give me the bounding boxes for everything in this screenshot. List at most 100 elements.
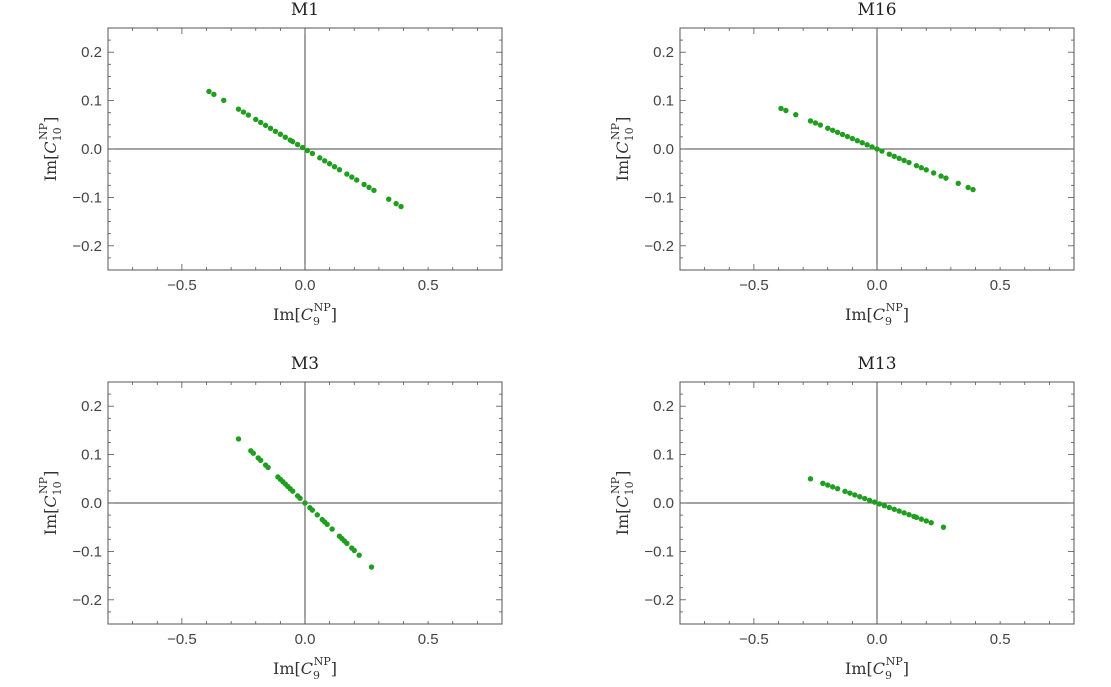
data-point <box>282 134 288 140</box>
data-point <box>302 500 308 506</box>
x-tick-label: 0.0 <box>295 277 316 294</box>
data-point <box>871 499 878 505</box>
data-point <box>940 524 947 530</box>
data-point <box>896 508 902 514</box>
y-tick-label: −0.1 <box>72 189 102 206</box>
x-axis-label: Im[C9NP] <box>273 655 337 682</box>
data-point <box>309 507 316 513</box>
data-point <box>859 140 865 146</box>
data-point <box>834 485 841 492</box>
data-point <box>901 510 907 516</box>
panel-m1: −0.5 0.0 0.5 −0.2 −0.1 0.0 0.1 0.2 M1 Im[C9NP] Im[… <box>37 0 503 328</box>
data-point <box>842 488 848 495</box>
data-point <box>918 516 925 522</box>
x-tick-label: −0.5 <box>167 631 197 648</box>
y-tick-label: 0.1 <box>81 447 102 464</box>
data-point <box>253 116 259 123</box>
y-tick-label: 0.0 <box>653 141 674 158</box>
data-point <box>361 181 367 188</box>
y-tick-label: 0.2 <box>81 398 102 415</box>
data-point <box>344 171 350 177</box>
data-point <box>349 174 355 180</box>
data-point <box>817 122 824 128</box>
x-tick-label: 0.0 <box>867 631 888 648</box>
data-point <box>299 144 306 151</box>
y-tick-label: −0.2 <box>644 238 674 255</box>
data-point <box>240 109 247 115</box>
y-tick-label: 0.0 <box>653 495 674 512</box>
data-point <box>834 129 841 136</box>
data-point <box>854 137 860 144</box>
data-point <box>923 167 929 173</box>
data-point <box>829 484 836 490</box>
x-tick-label: 0.5 <box>418 631 439 648</box>
data-point <box>928 519 934 526</box>
data-point <box>852 492 858 498</box>
data-point <box>294 141 301 148</box>
x-tick-label: −0.5 <box>739 631 769 648</box>
y-tick-label: −0.1 <box>644 543 674 560</box>
data-point <box>211 91 217 98</box>
panel-m16: −0.5 0.0 0.5 −0.2 −0.1 0.0 0.1 0.2 M16 Im[C9NP] Im… <box>609 0 1075 328</box>
data-point <box>304 147 311 154</box>
data-point <box>881 502 888 509</box>
data-point <box>356 552 362 558</box>
data-point <box>371 187 377 194</box>
data-point <box>265 464 271 471</box>
data-point <box>820 480 826 487</box>
y-tick-label: 0.1 <box>653 447 674 464</box>
data-point <box>965 184 971 191</box>
data-point <box>331 164 338 170</box>
x-tick-label: 0.5 <box>990 631 1011 648</box>
data-point <box>825 482 831 488</box>
data-point <box>793 111 799 118</box>
data-point <box>847 490 853 496</box>
x-tick-label: 0.0 <box>295 631 316 648</box>
data-point <box>886 151 893 157</box>
data-point <box>876 501 883 507</box>
data-point <box>923 518 929 524</box>
data-point <box>386 196 392 202</box>
data-point <box>289 488 296 494</box>
data-point <box>906 511 912 518</box>
data-point <box>896 155 902 162</box>
data-point <box>891 506 897 512</box>
panel-m3: −0.5 0.0 0.5 −0.2 −0.1 0.0 0.1 0.2 M3 Im[C9NP] Im[… <box>37 354 503 682</box>
x-axis-label: Im[C9NP] <box>845 301 909 328</box>
data-point <box>324 521 330 528</box>
data-point <box>874 146 880 152</box>
data-point <box>938 173 944 179</box>
data-point <box>257 119 264 126</box>
data-point <box>206 88 212 95</box>
y-axis-label: Im[C10NP] <box>37 471 64 536</box>
data-point <box>829 127 836 133</box>
data-point <box>807 476 814 482</box>
data-point <box>857 494 863 500</box>
data-point <box>257 457 264 464</box>
y-tick-label: 0.2 <box>81 44 102 61</box>
data-point <box>262 122 269 129</box>
data-point <box>913 514 920 521</box>
x-tick-label: 0.5 <box>990 277 1011 294</box>
x-tick-label: 0.5 <box>418 277 439 294</box>
data-point <box>844 133 851 140</box>
x-axis-label: Im[C9NP] <box>845 655 909 682</box>
data-point <box>943 175 949 181</box>
data-point <box>839 131 846 138</box>
y-tick-label: 0.0 <box>81 141 102 158</box>
data-point <box>344 540 350 547</box>
data-point <box>866 497 873 504</box>
data-point <box>970 186 976 193</box>
y-tick-label: 0.2 <box>653 44 674 61</box>
data-point <box>930 170 937 176</box>
data-point <box>354 177 360 183</box>
chart-title: M3 <box>291 354 319 374</box>
y-tick-label: −0.2 <box>644 592 674 609</box>
data-point <box>297 495 303 501</box>
y-tick-label: −0.2 <box>72 238 102 255</box>
data-point <box>317 155 323 161</box>
chart-title: M13 <box>857 354 896 374</box>
data-point <box>393 200 399 207</box>
data-point <box>778 105 784 112</box>
data-point <box>886 504 893 511</box>
